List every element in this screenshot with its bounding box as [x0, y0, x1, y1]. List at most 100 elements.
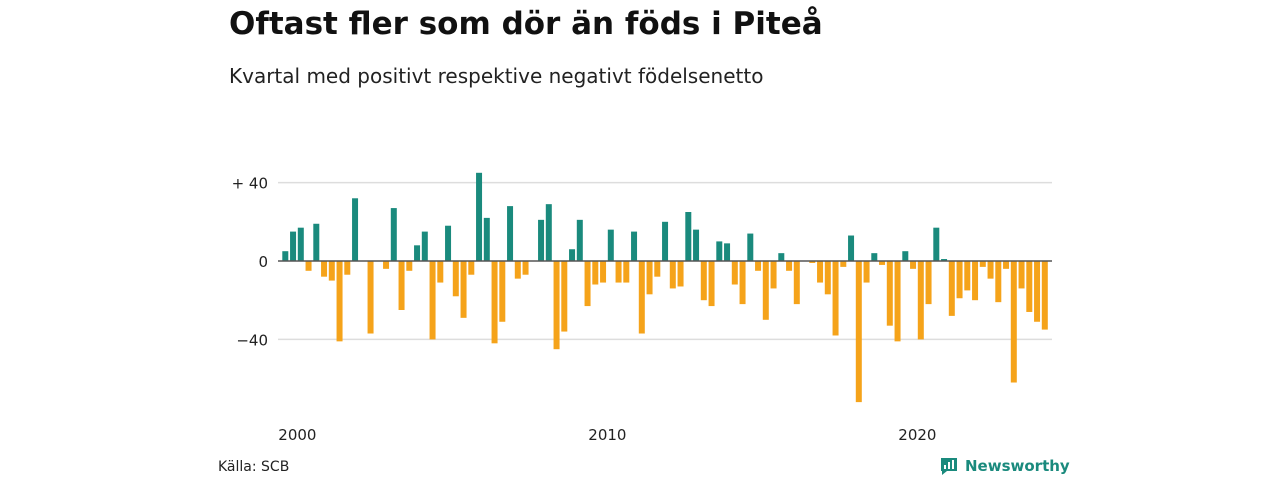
- bar: [964, 261, 971, 291]
- bar: [615, 261, 622, 283]
- x-tick-label: 2000: [278, 426, 316, 444]
- bar: [414, 245, 421, 261]
- y-tick-label: 0: [258, 253, 268, 271]
- bar: [700, 261, 707, 301]
- bar: [491, 261, 498, 344]
- bar: [755, 261, 762, 271]
- bar: [522, 261, 529, 275]
- bar: [871, 253, 878, 261]
- bar: [677, 261, 684, 287]
- bar: [724, 243, 731, 261]
- bar: [941, 259, 948, 261]
- bar: [584, 261, 591, 307]
- bar: [662, 221, 669, 261]
- bar: [654, 261, 661, 277]
- bar: [840, 261, 847, 267]
- bar: [445, 225, 452, 261]
- bar: [328, 261, 335, 281]
- bar: [282, 251, 289, 261]
- bar: [979, 261, 986, 267]
- y-tick-label: + 40: [232, 175, 268, 193]
- page-title: Oftast fler som dör än föds i Piteå: [229, 6, 823, 42]
- y-tick-label: −40: [236, 331, 268, 349]
- bar: [786, 261, 793, 271]
- bar: [576, 219, 583, 261]
- bar: [406, 261, 413, 271]
- bar: [747, 233, 754, 261]
- bar: [1003, 261, 1010, 269]
- bar: [1041, 261, 1048, 330]
- bar: [817, 261, 824, 283]
- bar: [731, 261, 738, 285]
- bar: [507, 206, 514, 261]
- bar: [367, 261, 374, 334]
- bar: [863, 261, 870, 283]
- bar: [762, 261, 769, 320]
- bar: [383, 261, 390, 269]
- bar: [499, 261, 506, 322]
- bar: [1026, 261, 1033, 312]
- bar: [600, 261, 607, 283]
- bar: [452, 261, 459, 297]
- brand-name: Newsworthy: [965, 457, 1070, 475]
- bar: [398, 261, 405, 310]
- bar: [685, 212, 692, 261]
- bar: [638, 261, 645, 334]
- bar: [894, 261, 901, 342]
- bar: [390, 208, 397, 261]
- bar: [313, 223, 320, 261]
- bar: [592, 261, 599, 285]
- brand-logo: Newsworthy: [939, 455, 1070, 477]
- bar: [770, 261, 777, 289]
- bar: [538, 219, 545, 261]
- bar: [1018, 261, 1025, 289]
- chart-subtitle: Kvartal med positivt respektive negativt…: [229, 64, 764, 88]
- bar: [948, 261, 955, 316]
- bar: [669, 261, 676, 289]
- bar: [972, 261, 979, 301]
- bar: [739, 261, 746, 305]
- bar: [824, 261, 831, 295]
- bar: [933, 227, 940, 261]
- bar: [832, 261, 839, 336]
- bar: [607, 229, 614, 261]
- bar: [793, 261, 800, 305]
- bar: [623, 261, 630, 283]
- bar: [483, 217, 490, 261]
- bar: [352, 198, 359, 261]
- bar: [855, 261, 862, 403]
- bar: [460, 261, 467, 318]
- bar: [553, 261, 560, 350]
- bar: [1034, 261, 1041, 322]
- bar: [631, 231, 638, 261]
- bar: [716, 241, 723, 261]
- bar: [646, 261, 653, 295]
- bar: [708, 261, 715, 307]
- source-note: Källa: SCB: [218, 459, 290, 475]
- x-tick-label: 2010: [588, 426, 626, 444]
- bar: [297, 227, 304, 261]
- bar: [956, 261, 963, 299]
- bar: [421, 231, 428, 261]
- bar: [987, 261, 994, 279]
- bar: [917, 261, 924, 340]
- bar: [561, 261, 568, 332]
- x-tick-label: 2020: [898, 426, 936, 444]
- bar: [321, 261, 328, 277]
- bar: [902, 251, 909, 261]
- bar: [336, 261, 343, 342]
- bar: [437, 261, 444, 283]
- bar: [1010, 261, 1017, 383]
- bar: [468, 261, 475, 275]
- bar: [886, 261, 893, 326]
- newsworthy-logo-icon: [941, 458, 957, 475]
- bar: [290, 231, 297, 261]
- bar: [476, 172, 483, 261]
- bar: [429, 261, 436, 340]
- bar: [910, 261, 917, 269]
- bar: [344, 261, 351, 275]
- bar: [879, 261, 886, 265]
- bar: [809, 261, 816, 263]
- bar: [778, 253, 785, 261]
